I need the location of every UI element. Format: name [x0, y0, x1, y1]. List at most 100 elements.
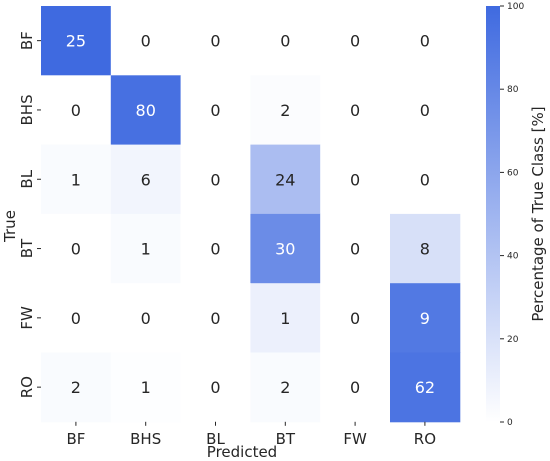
- y-tick-label: FW: [18, 306, 36, 330]
- cell-value-label: 0: [350, 101, 360, 120]
- cell-value-label: 0: [210, 170, 220, 189]
- cell-value-label: 0: [71, 240, 81, 259]
- cell-value-label: 25: [66, 32, 86, 51]
- heatmap-cell: [180, 283, 251, 353]
- cell-value-label: 0: [350, 32, 360, 51]
- cell-value-label: 9: [420, 309, 430, 328]
- cell-value-label: 0: [210, 309, 220, 328]
- cell-value-label: 80: [136, 101, 156, 120]
- cell-value-label: 1: [71, 170, 81, 189]
- colorbar-label: Percentage of True Class [%]: [529, 106, 547, 321]
- cell-value-label: 30: [275, 240, 295, 259]
- heatmap-cell: [390, 6, 461, 76]
- cell-value-label: 0: [71, 101, 81, 120]
- x-axis-ticks: BF BHS BL BT FW RO: [66, 421, 436, 448]
- colorbar-tick-label: 80: [507, 85, 519, 95]
- heatmap-cell: [320, 283, 391, 353]
- heatmap-cell: [320, 144, 391, 215]
- heatmap-cell: [320, 213, 391, 284]
- cell-value-label: 2: [71, 378, 81, 397]
- cell-value-label: 0: [210, 101, 220, 120]
- heatmap-cell: [320, 75, 391, 146]
- heatmap-cell-labels: 25 0 0 0 0 00 80 0 2 0 01 6 0 24 0 00 1 0 30 0 80 0 0 1 0 92 1 0 2 0 6…: [66, 32, 435, 397]
- colorbar-tick-label: 60: [507, 168, 519, 178]
- heatmap-cell: [390, 352, 461, 423]
- cell-value-label: 8: [420, 240, 430, 259]
- heatmap-cell: [250, 213, 321, 284]
- y-tick-label: BHS: [18, 94, 36, 125]
- heatmap-cell: [180, 144, 251, 215]
- heatmap-cell: [250, 6, 321, 76]
- colorbar-tick-label: 40: [507, 252, 519, 262]
- heatmap-cell: [250, 75, 321, 146]
- x-tick-label: BL: [206, 430, 225, 448]
- heatmap-cell: [110, 283, 182, 353]
- cell-value-label: 1: [280, 309, 290, 328]
- x-tick-label: BHS: [130, 430, 161, 448]
- heatmap-cell: [320, 6, 391, 76]
- cell-value-label: 0: [350, 378, 360, 397]
- cell-value-label: 0: [141, 32, 151, 51]
- cell-value-label: 0: [420, 32, 430, 51]
- heatmap-cell: [110, 352, 182, 423]
- cell-value-label: 0: [420, 101, 430, 120]
- cell-value-label: 0: [350, 309, 360, 328]
- heatmap-cells: [41, 6, 461, 423]
- heatmap-cell: [41, 75, 112, 146]
- y-tick-label: RO: [18, 376, 36, 398]
- heatmap-cell: [180, 6, 251, 76]
- heatmap-cell: [41, 283, 112, 353]
- cell-value-label: 1: [141, 378, 151, 397]
- heatmap-cell: [110, 6, 182, 76]
- colorbar-tick-label: 100: [507, 2, 524, 12]
- y-tick-label: BF: [18, 31, 36, 50]
- heatmap-cell: [180, 213, 251, 284]
- cell-value-label: 24: [275, 170, 295, 189]
- heatmap-cell: [320, 352, 391, 423]
- x-tick-label: BF: [66, 430, 85, 448]
- cell-value-label: 0: [420, 170, 430, 189]
- heatmap-cell: [41, 6, 112, 76]
- cell-value-label: 0: [280, 32, 290, 51]
- cell-value-label: 0: [141, 309, 151, 328]
- heatmap-cell: [180, 352, 251, 423]
- heatmap-cell: [390, 283, 461, 353]
- x-tick-label: BT: [276, 430, 296, 448]
- x-tick-label: FW: [343, 430, 367, 448]
- heatmap-cell: [180, 75, 251, 146]
- cell-value-label: 2: [280, 101, 290, 120]
- cell-value-label: 6: [141, 170, 151, 189]
- heatmap-cell: [41, 144, 112, 215]
- cell-value-label: 2: [280, 378, 290, 397]
- cell-value-label: 0: [210, 378, 220, 397]
- colorbar-tick-label: 20: [507, 335, 519, 345]
- heatmap-cell: [250, 352, 321, 423]
- x-tick-label: RO: [414, 430, 436, 448]
- cell-value-label: 62: [415, 378, 435, 397]
- y-axis-label: True: [1, 210, 19, 243]
- heatmap-cell: [390, 75, 461, 146]
- cell-value-label: 1: [141, 240, 151, 259]
- cell-value-label: 0: [210, 240, 220, 259]
- heatmap-cell: [110, 75, 182, 146]
- x-axis-label: Predicted: [207, 443, 277, 461]
- heatmap-cell: [250, 144, 321, 215]
- heatmap-cell: [390, 144, 461, 215]
- heatmap-cell: [390, 213, 461, 284]
- heatmap-cell: [110, 144, 182, 215]
- cell-value-label: 0: [350, 170, 360, 189]
- cell-value-label: 0: [210, 32, 220, 51]
- colorbar-tick-label: 0: [507, 418, 513, 428]
- cell-value-label: 0: [350, 240, 360, 259]
- y-axis-ticks: BF BHS BL BT FW RO: [18, 31, 41, 398]
- heatmap-cell: [41, 352, 112, 423]
- heatmap-cell: [250, 283, 321, 353]
- heatmap-cell: [41, 213, 112, 284]
- colorbar-ticks: 0 20 40 60 80 100: [500, 2, 524, 428]
- y-tick-label: BT: [18, 238, 36, 258]
- heatmap-cell: [110, 213, 182, 284]
- colorbar: [486, 6, 500, 422]
- cell-value-label: 0: [71, 309, 81, 328]
- y-tick-label: BL: [18, 169, 36, 188]
